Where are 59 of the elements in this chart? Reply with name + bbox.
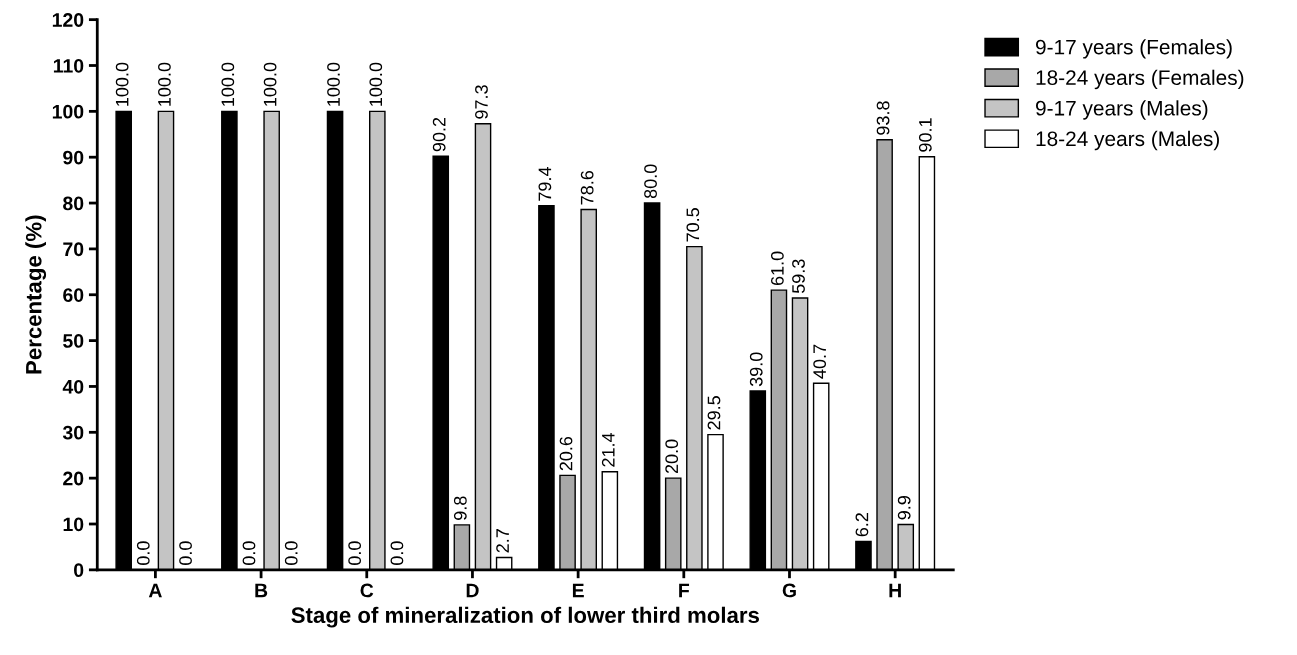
y-tick-label: 0 [74, 563, 84, 578]
data-label: 78.6 [580, 170, 594, 205]
legend-label: 9-17 years (Males) [1035, 100, 1208, 120]
data-label: 70.5 [686, 208, 700, 242]
data-label: 100.0 [369, 62, 383, 106]
data-label: 20.0 [665, 439, 679, 474]
legend-label: 18-24 years (Males) [1036, 130, 1219, 151]
y-tick-label: 110 [53, 58, 84, 73]
y-tick-label: 60 [63, 288, 84, 302]
data-label: 80.0 [644, 164, 657, 199]
data-label: 100.0 [158, 62, 171, 106]
data-label: 0.0 [390, 541, 404, 565]
x-tick-label: E [572, 583, 584, 598]
x-tick-label: A [148, 583, 162, 598]
data-label: 79.4 [538, 167, 552, 201]
data-label: 59.3 [792, 259, 805, 294]
data-label: 0.0 [242, 541, 256, 565]
y-tick-label: 50 [63, 334, 84, 348]
legend-label: 18-24 years (Females) [1036, 69, 1244, 90]
x-tick-label: F [679, 583, 690, 598]
x-tick-label: C [360, 583, 374, 598]
data-label: 90.1 [918, 118, 932, 152]
y-tick-label: 70 [63, 242, 84, 257]
y-tick-label: 120 [52, 13, 84, 27]
y-tick-label: 80 [63, 196, 84, 211]
legend-label: 9-17 years (Females) [1035, 39, 1232, 59]
data-label: 100.0 [115, 62, 129, 106]
data-label: 0.0 [179, 541, 192, 565]
x-tick-label: G [782, 583, 796, 598]
y-tick-label: 100 [52, 104, 84, 119]
data-label: 9.8 [453, 496, 467, 520]
data-label: 100.0 [221, 62, 235, 106]
data-label: 0.0 [136, 541, 150, 565]
data-label: 100.0 [327, 62, 340, 106]
data-label: 100.0 [263, 62, 277, 106]
data-label: 20.6 [559, 436, 573, 471]
y-tick-label: 30 [62, 425, 84, 440]
data-label: 93.8 [876, 101, 890, 135]
data-label: 21.4 [601, 432, 615, 467]
y-tick-label: 20 [63, 471, 84, 486]
data-label: 9.9 [897, 496, 911, 520]
data-label: 29.5 [707, 396, 721, 430]
x-tick-label: H [889, 583, 901, 598]
data-label: 90.2 [432, 117, 446, 152]
data-label: 40.7 [813, 344, 827, 379]
data-label: 61.0 [770, 251, 784, 286]
data-label: 6.2 [855, 513, 869, 537]
data-label: 97.3 [475, 85, 488, 119]
x-tick-label: D [466, 583, 479, 598]
x-axis-title: Stage of mineralization of lower third molars [291, 606, 759, 628]
x-tick-label: B [255, 583, 268, 598]
y-tick-label: 90 [63, 150, 84, 165]
data-label: 0.0 [284, 541, 298, 565]
y-axis-title: Percentage (%) [25, 215, 47, 374]
data-label: 0.0 [348, 541, 362, 565]
data-label: 2.7 [496, 529, 509, 553]
y-tick-label: 10 [63, 517, 84, 532]
y-tick-label: 40 [62, 379, 84, 394]
data-label: 39.0 [749, 352, 763, 387]
